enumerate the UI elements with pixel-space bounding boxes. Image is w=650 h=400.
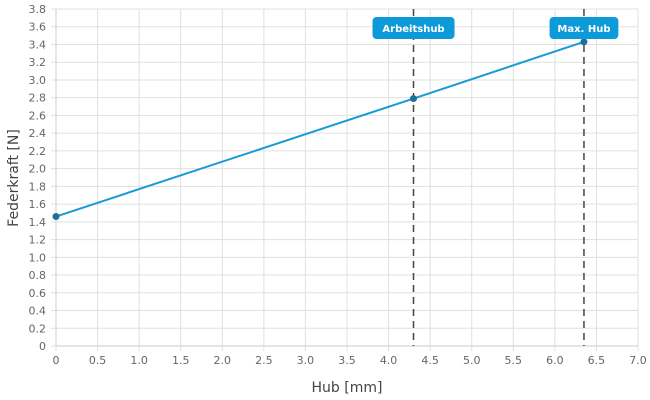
- x-axis-ticks: 0 0.5 1.0 1.5 2.0 2.5 3.0 3.5 4.0 4.5 5.0 5.5 6.0 6.5…: [53, 354, 647, 367]
- x-tick-label: 5.0: [463, 354, 481, 367]
- data-point: [580, 38, 588, 46]
- y-tick-label: 2.4: [29, 127, 47, 140]
- x-axis-label: Hub [mm]: [312, 380, 383, 396]
- y-tick-label: 2.2: [29, 145, 47, 158]
- x-tick-label: 1.5: [172, 354, 190, 367]
- series: [52, 38, 588, 221]
- y-axis-label: Federkraft [N]: [6, 129, 22, 227]
- x-tick-label: 3.0: [297, 354, 315, 367]
- y-tick-label: 3.4: [29, 38, 47, 51]
- y-tick-label: 1.8: [29, 180, 47, 193]
- y-tick-label: 0.8: [29, 269, 47, 282]
- annotations: Arbeitshub Max. Hub: [372, 17, 619, 39]
- annotation-label: Arbeitshub: [382, 24, 444, 35]
- annotation-label: Max. Hub: [557, 24, 610, 35]
- annotation-lines: [412, 9, 585, 346]
- x-tick-label: 7.0: [629, 354, 647, 367]
- y-tick-label: 1.0: [29, 251, 47, 264]
- y-tick-label: 1.6: [29, 198, 47, 211]
- data-point: [52, 213, 60, 221]
- x-tick-label: 2.0: [214, 354, 232, 367]
- x-tick-label: 0.5: [89, 354, 107, 367]
- data-point: [410, 95, 418, 103]
- y-tick-label: 1.2: [29, 234, 47, 247]
- x-tick-label: 1.0: [130, 354, 148, 367]
- grid: [51, 8, 639, 351]
- y-tick-label: 0.4: [29, 305, 47, 318]
- y-tick-label: 0.6: [29, 287, 47, 300]
- annotation-badge: [372, 17, 455, 39]
- series-line: [55, 40, 585, 218]
- y-tick-label: 2.0: [29, 163, 47, 176]
- y-tick-label: 3.2: [29, 56, 47, 69]
- x-tick-label: 5.5: [505, 354, 523, 367]
- x-tick-label: 3.5: [338, 354, 356, 367]
- y-tick-label: 3.6: [29, 21, 47, 34]
- y-tick-label: 3.8: [29, 3, 47, 16]
- y-tick-label: 0: [39, 340, 46, 353]
- y-tick-label: 2.8: [29, 92, 47, 105]
- x-tick-label: 6.0: [546, 354, 564, 367]
- y-tick-label: 0.2: [29, 322, 47, 335]
- x-tick-label: 6.5: [588, 354, 606, 367]
- x-tick-label: 0: [53, 354, 60, 367]
- x-tick-label: 4.5: [421, 354, 439, 367]
- x-tick-label: 2.5: [255, 354, 273, 367]
- y-tick-label: 3.0: [29, 74, 47, 87]
- y-tick-label: 1.4: [29, 216, 47, 229]
- y-axis-ticks: 0 0.2 0.4 0.6 0.8 1.0 1.2 1.4 1.6 1.8 2.0 2.2 2.4 2.6…: [29, 3, 47, 353]
- annotation-badge: [549, 17, 619, 39]
- x-tick-label: 4.0: [380, 354, 398, 367]
- y-tick-label: 2.6: [29, 109, 47, 122]
